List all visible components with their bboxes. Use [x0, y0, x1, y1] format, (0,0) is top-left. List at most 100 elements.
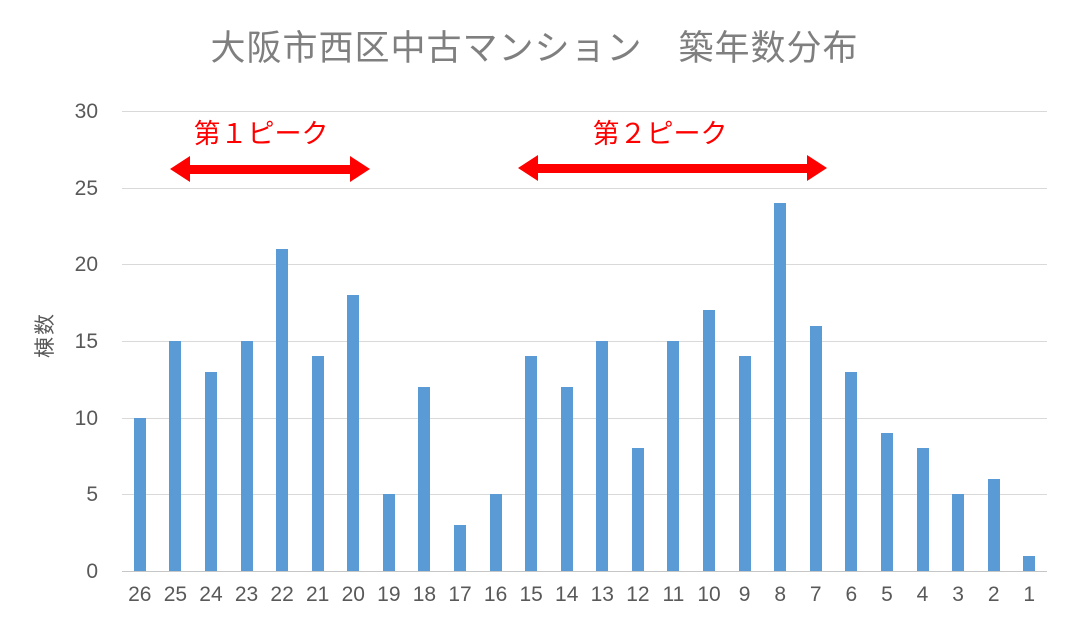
- peak1-range-arrow: [170, 156, 370, 182]
- x-tick-label-23: 23: [234, 583, 259, 606]
- bar-slot-12: [620, 111, 656, 571]
- gridline-10: [122, 418, 1047, 419]
- y-tick-label-5: 5: [86, 483, 98, 506]
- bar-age-7: [809, 326, 822, 571]
- bars-row: [122, 111, 1047, 571]
- x-tick-label-11: 11: [662, 583, 685, 606]
- bar-slot-24: [193, 111, 229, 571]
- bar-slot-8: [762, 111, 798, 571]
- x-tick-label-16: 16: [483, 583, 508, 606]
- bar-age-17: [453, 525, 466, 571]
- arrow-right-head-icon: [350, 156, 370, 182]
- y-tick-label-15: 15: [74, 330, 98, 353]
- bar-slot-18: [407, 111, 443, 571]
- bar-age-2: [987, 479, 1000, 571]
- bar-slot-13: [585, 111, 621, 571]
- gridline-15: [122, 341, 1047, 342]
- gridline-25: [122, 188, 1047, 189]
- bar-age-9: [738, 356, 751, 571]
- bar-slot-9: [727, 111, 763, 571]
- bar-age-5: [880, 433, 893, 571]
- bar-age-21: [311, 356, 324, 571]
- bar-age-16: [489, 494, 502, 571]
- bar-age-6: [845, 372, 858, 571]
- bar-slot-15: [513, 111, 549, 571]
- arrow-left-head-icon: [518, 155, 538, 181]
- bar-slot-16: [478, 111, 514, 571]
- bar-age-18: [418, 387, 431, 571]
- bar-slot-2: [976, 111, 1012, 571]
- bar-age-25: [169, 341, 182, 571]
- bar-slot-25: [158, 111, 194, 571]
- x-tick-label-19: 19: [377, 583, 401, 606]
- chart-title: 大阪市西区中古マンション 築年数分布: [210, 29, 859, 68]
- bar-age-19: [382, 494, 395, 571]
- arrow-shaft: [538, 163, 807, 173]
- arrow-left-head-icon: [170, 156, 190, 182]
- x-tick-label-3: 3: [952, 583, 964, 606]
- bar-slot-23: [229, 111, 265, 571]
- bar-age-4: [916, 448, 929, 571]
- bar-slot-5: [869, 111, 905, 571]
- x-tick-label-25: 25: [163, 583, 188, 606]
- bar-slot-1: [1011, 111, 1047, 571]
- bar-slot-4: [905, 111, 941, 571]
- plot-area: [122, 111, 1047, 572]
- y-tick-label-10: 10: [74, 407, 98, 430]
- bar-age-23: [240, 341, 253, 571]
- x-tick-label-12: 12: [626, 583, 650, 606]
- bar-age-13: [596, 341, 609, 571]
- gridline-20: [122, 264, 1047, 265]
- bar-slot-14: [549, 111, 585, 571]
- bar-age-10: [703, 310, 716, 571]
- gridline-0: [122, 571, 1047, 572]
- bar-slot-20: [335, 111, 371, 571]
- bar-slot-6: [834, 111, 870, 571]
- gridline-30: [122, 111, 1047, 112]
- x-tick-label-20: 20: [341, 583, 365, 606]
- bar-age-1: [1023, 556, 1036, 571]
- bar-slot-21: [300, 111, 336, 571]
- x-tick-label-21: 21: [306, 583, 330, 606]
- x-tick-label-22: 22: [270, 583, 294, 606]
- bar-age-12: [631, 448, 644, 571]
- x-tick-label-5: 5: [881, 583, 893, 606]
- bar-age-24: [204, 372, 217, 571]
- x-tick-label-13: 13: [590, 583, 614, 606]
- bar-slot-17: [442, 111, 478, 571]
- peak2-range-arrow: [518, 155, 827, 181]
- bar-slot-11: [656, 111, 692, 571]
- x-tick-label-6: 6: [845, 583, 858, 606]
- x-tick-label-4: 4: [916, 583, 929, 606]
- bar-slot-22: [264, 111, 300, 571]
- arrow-shaft: [190, 164, 350, 174]
- bar-age-8: [774, 203, 787, 571]
- x-tick-label-7: 7: [809, 583, 822, 606]
- x-tick-label-10: 10: [697, 583, 721, 606]
- gridline-5: [122, 494, 1047, 495]
- peak2-label: 第２ピーク: [592, 119, 728, 149]
- bar-slot-26: [122, 111, 158, 571]
- y-tick-label-20: 20: [74, 253, 98, 276]
- bar-age-22: [276, 249, 289, 571]
- x-tick-label-18: 18: [412, 583, 437, 606]
- bar-age-20: [347, 295, 360, 571]
- peak1-label: 第１ピーク: [193, 119, 329, 149]
- y-tick-label-30: 30: [74, 100, 98, 123]
- bar-slot-10: [691, 111, 727, 571]
- bar-slot-19: [371, 111, 407, 571]
- bar-age-14: [560, 387, 573, 571]
- x-tick-label-8: 8: [774, 583, 787, 606]
- y-tick-label-25: 25: [74, 177, 98, 200]
- bar-age-3: [952, 494, 965, 571]
- x-axis-ticks: 26 25 24 23 22 21 20 19 18 17 16 15 14 13 12 11 10 9 8 7 6 5 4…: [122, 583, 1047, 607]
- arrow-right-head-icon: [807, 155, 827, 181]
- x-tick-label-2: 2: [987, 583, 1000, 606]
- x-tick-label-26: 26: [128, 583, 152, 606]
- y-tick-label-0: 0: [86, 560, 98, 583]
- x-tick-label-14: 14: [555, 583, 579, 606]
- x-tick-label-9: 9: [738, 583, 751, 606]
- bar-slot-3: [940, 111, 976, 571]
- x-tick-label-24: 24: [199, 583, 223, 606]
